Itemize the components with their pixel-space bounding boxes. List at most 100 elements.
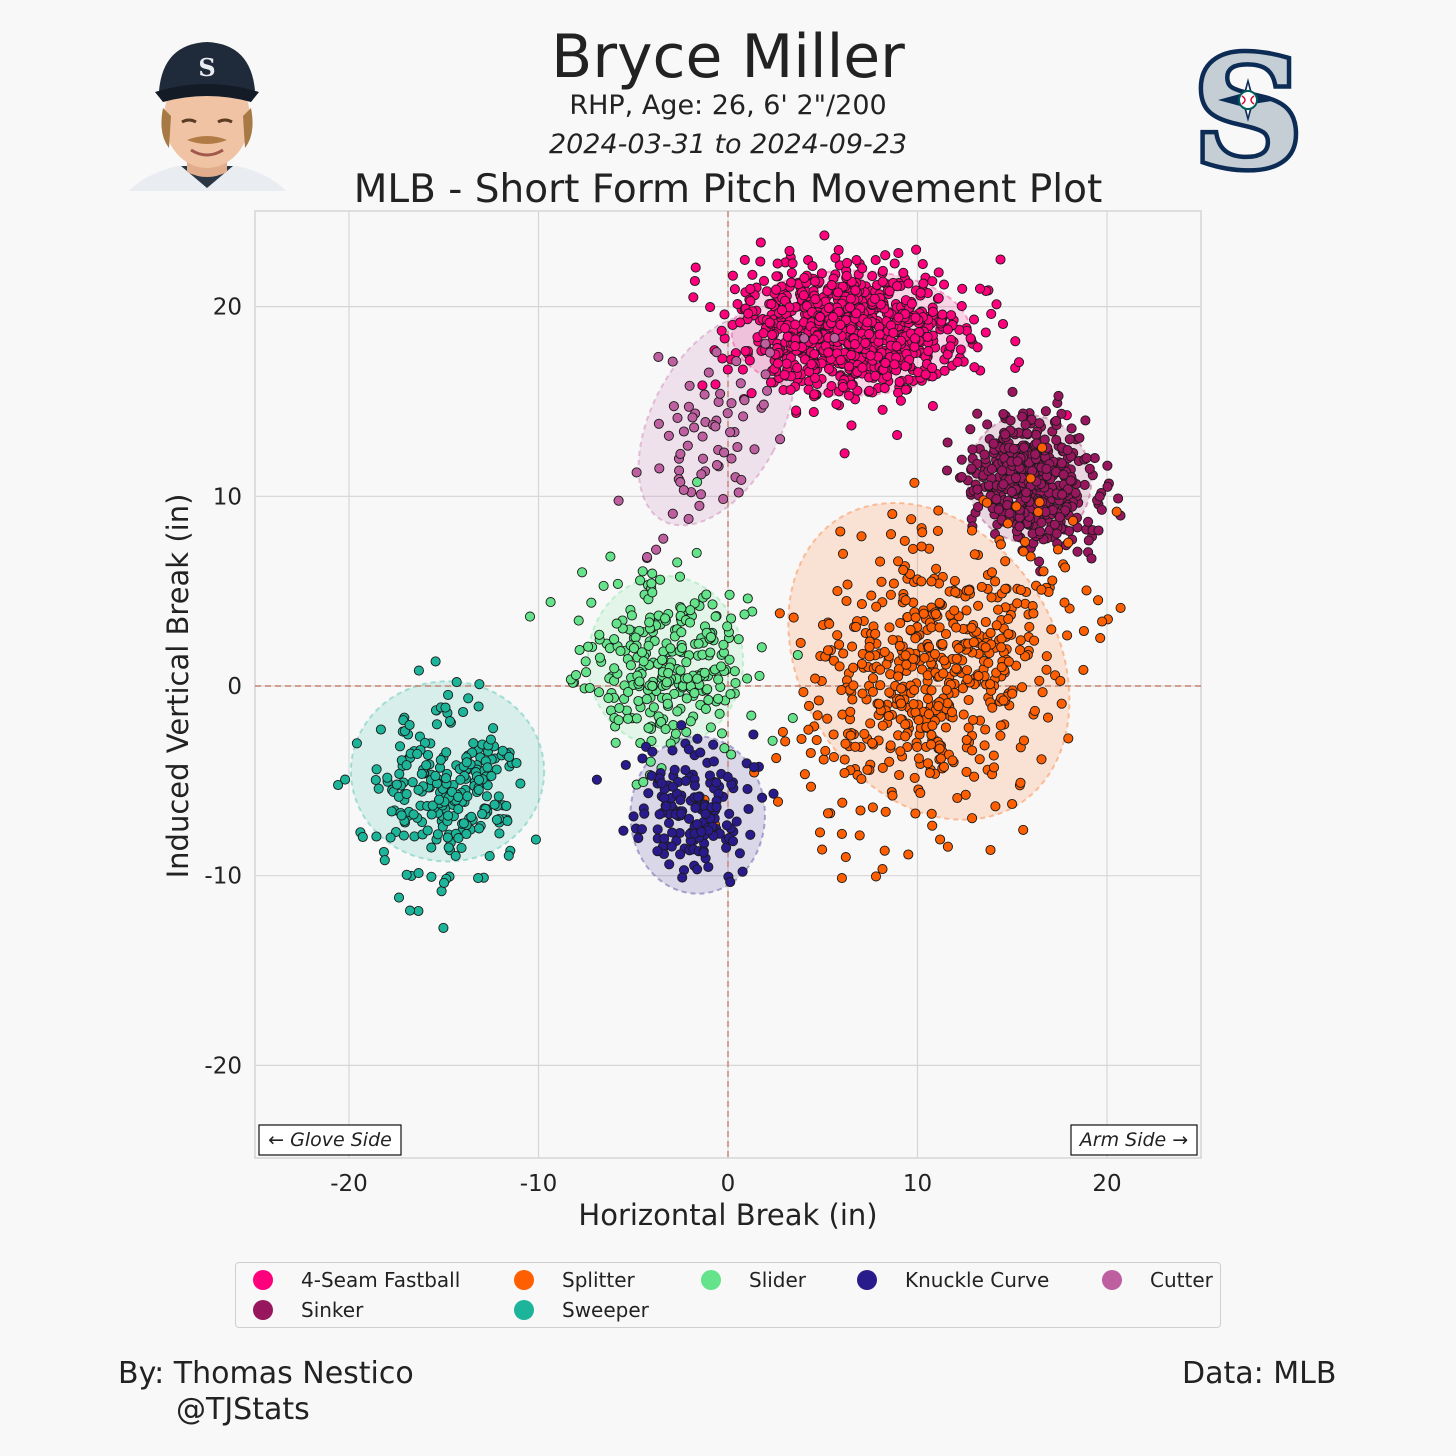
splitter-point bbox=[805, 747, 816, 759]
sweeper-point bbox=[438, 922, 449, 933]
arm-side-annotation: Arm Side → bbox=[1070, 1124, 1198, 1156]
splitter-point bbox=[1012, 598, 1023, 609]
sinker-point bbox=[986, 463, 997, 474]
4-seam-fastball-point bbox=[952, 357, 963, 368]
splitter-point bbox=[888, 578, 899, 589]
slider-point bbox=[693, 638, 704, 649]
slider-point bbox=[730, 678, 741, 689]
4-seam-fastball-point bbox=[851, 308, 862, 319]
splitter-point bbox=[926, 576, 937, 587]
splitter-point bbox=[986, 592, 997, 603]
4-seam-fastball-point bbox=[809, 372, 821, 384]
4-seam-fastball-point bbox=[933, 267, 944, 278]
splitter-point bbox=[947, 755, 958, 766]
splitter-point bbox=[866, 590, 877, 601]
4-seam-fastball-point bbox=[980, 327, 991, 338]
4-seam-fastball-point bbox=[954, 324, 965, 335]
sweeper-point bbox=[375, 724, 386, 735]
knuckle-curve-point bbox=[721, 842, 732, 853]
sweeper-point bbox=[486, 771, 497, 782]
slider-point bbox=[622, 713, 634, 724]
sinker-point bbox=[1093, 525, 1104, 536]
slider-point bbox=[645, 756, 656, 767]
knuckle-curve-point bbox=[748, 729, 759, 740]
splitter-point bbox=[822, 808, 834, 819]
cutter-point bbox=[722, 408, 733, 419]
sinker-point bbox=[966, 463, 977, 474]
cutter-point bbox=[678, 484, 689, 496]
sweeper-point bbox=[515, 778, 526, 789]
slider-point bbox=[726, 749, 737, 760]
4-seam-fastball-point bbox=[743, 308, 754, 319]
splitter-point bbox=[1019, 536, 1031, 547]
knuckle-curve-point bbox=[721, 820, 732, 831]
x-tick-label: -10 bbox=[520, 1171, 558, 1197]
legend-label: Slider bbox=[749, 1268, 807, 1292]
splitter-point bbox=[1017, 682, 1028, 693]
4-seam-fastball-point bbox=[779, 323, 791, 334]
cutter-point bbox=[654, 463, 665, 474]
sweeper-point bbox=[379, 855, 390, 866]
splitter-point bbox=[893, 556, 904, 567]
4-seam-fastball-point bbox=[880, 250, 891, 261]
4-seam-fastball-point bbox=[864, 329, 875, 340]
splitter-point bbox=[864, 651, 875, 662]
splitter-point bbox=[848, 662, 859, 673]
splitter-point bbox=[958, 709, 969, 720]
player-bio: RHP, Age: 26, 6' 2"/200 bbox=[569, 90, 887, 121]
4-seam-fastball-point bbox=[784, 245, 795, 256]
splitter-point bbox=[875, 664, 886, 675]
splitter-point bbox=[927, 720, 938, 731]
slider-point bbox=[742, 673, 753, 684]
slider-point bbox=[586, 597, 597, 608]
legend-swatch bbox=[514, 1300, 534, 1320]
splitter-point bbox=[961, 734, 972, 746]
splitter-point bbox=[870, 871, 882, 882]
splitter-point bbox=[931, 563, 942, 574]
splitter-points bbox=[699, 442, 1126, 884]
cutter-point bbox=[668, 401, 679, 412]
4-seam-fastball-point bbox=[690, 262, 701, 273]
knuckle-curve-point bbox=[722, 771, 733, 782]
splitter-point bbox=[1007, 688, 1018, 699]
splitter-point bbox=[996, 662, 1007, 673]
splitter-point bbox=[987, 702, 998, 713]
sinker-point bbox=[1080, 415, 1091, 426]
splitter-point bbox=[1029, 635, 1040, 646]
4-seam-fastball-point bbox=[823, 347, 834, 358]
4-seam-fastball-point bbox=[884, 286, 895, 297]
cutter-point bbox=[613, 495, 624, 506]
splitter-point bbox=[900, 719, 911, 730]
y-tick-label: 0 bbox=[227, 674, 242, 700]
sweeper-point bbox=[426, 842, 437, 853]
legend-swatch bbox=[1102, 1270, 1122, 1290]
sweeper-point bbox=[333, 779, 344, 791]
splitter-point bbox=[988, 750, 999, 761]
cutter-point bbox=[703, 367, 714, 378]
slider-point bbox=[681, 657, 692, 668]
splitter-point bbox=[877, 864, 888, 875]
sweeper-point bbox=[443, 842, 454, 853]
splitter-point bbox=[820, 745, 831, 756]
slider-point bbox=[676, 627, 687, 638]
knuckle-curve-point bbox=[692, 733, 703, 744]
4-seam-fastball-point bbox=[766, 299, 777, 310]
slider-point bbox=[598, 580, 609, 591]
sweeper-point bbox=[501, 800, 512, 811]
slider-point bbox=[724, 654, 735, 665]
sweeper-point bbox=[393, 892, 405, 903]
knuckle-curve-point bbox=[690, 802, 701, 813]
4-seam-fastball-point bbox=[867, 271, 878, 282]
splitter-point bbox=[1037, 442, 1048, 453]
splitter-point bbox=[884, 687, 895, 698]
sweeper-point bbox=[455, 774, 466, 785]
knuckle-curve-point bbox=[696, 826, 707, 837]
4-seam-fastball-point bbox=[838, 381, 849, 393]
sweeper-point bbox=[440, 773, 452, 784]
knuckle-curve-point bbox=[652, 824, 663, 835]
splitter-point bbox=[926, 685, 937, 696]
slider-point bbox=[705, 632, 716, 643]
splitter-point bbox=[900, 595, 911, 606]
4-seam-fastball-point bbox=[893, 248, 904, 259]
slider-point bbox=[710, 611, 721, 622]
